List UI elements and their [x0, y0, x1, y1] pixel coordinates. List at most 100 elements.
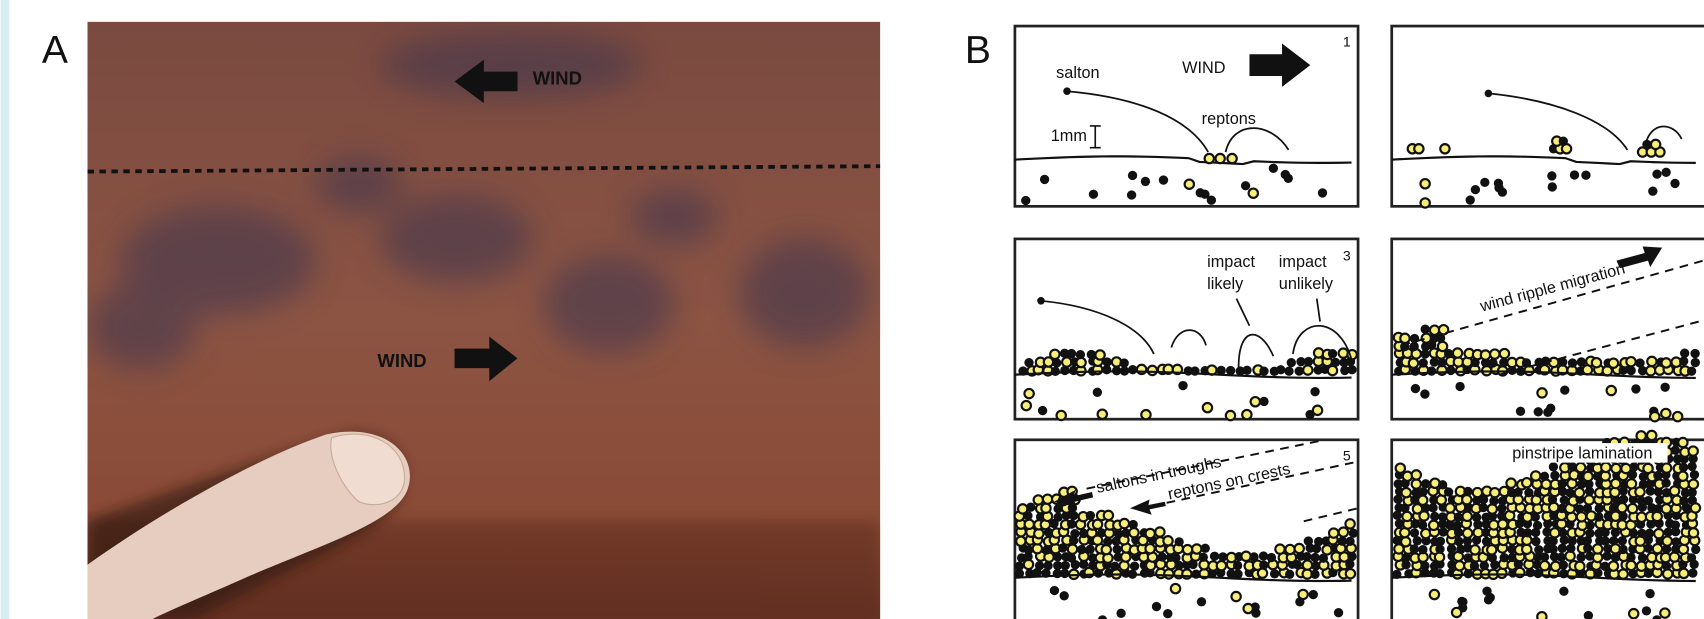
grain	[1436, 537, 1445, 546]
grain	[1038, 406, 1047, 415]
grain	[1679, 569, 1688, 578]
grain	[1522, 478, 1531, 487]
grain	[1626, 561, 1635, 570]
grain	[1635, 358, 1644, 367]
grain	[1585, 521, 1594, 530]
frame-number: 1	[1343, 34, 1351, 50]
grain	[1679, 496, 1688, 505]
grain	[1409, 359, 1418, 368]
grain	[1653, 544, 1662, 553]
label: WIND	[1182, 59, 1225, 77]
grain	[1466, 195, 1475, 204]
grain	[1242, 410, 1251, 419]
grain	[1164, 569, 1173, 578]
grain	[1644, 543, 1653, 552]
grain	[1484, 595, 1493, 604]
grain	[1452, 608, 1461, 617]
grain	[1680, 349, 1689, 358]
grain	[1454, 537, 1463, 546]
grain	[1471, 185, 1480, 194]
grain	[1171, 584, 1180, 593]
grain	[1653, 512, 1662, 521]
grain	[1637, 431, 1646, 440]
grain	[1581, 171, 1590, 180]
grain	[1480, 178, 1489, 187]
grain	[1345, 519, 1354, 528]
grain	[1575, 488, 1584, 497]
grain	[1104, 511, 1113, 520]
grain	[1201, 544, 1210, 553]
grain	[1023, 511, 1032, 520]
grain	[1481, 350, 1490, 359]
grain	[1438, 480, 1447, 489]
grain	[1592, 358, 1601, 367]
grain	[1159, 175, 1168, 184]
grain	[1345, 560, 1354, 569]
grain	[1689, 480, 1698, 489]
grain	[1418, 521, 1427, 530]
grain	[1575, 504, 1584, 513]
grain	[1537, 388, 1546, 397]
grain	[1453, 521, 1462, 530]
grain	[1061, 561, 1070, 570]
label: impact	[1207, 253, 1255, 271]
grain	[1040, 175, 1049, 184]
grain	[1626, 553, 1635, 562]
grain	[1421, 325, 1430, 334]
label: likely	[1207, 275, 1244, 293]
grain	[1129, 520, 1138, 529]
grain	[1057, 411, 1066, 420]
grain	[1644, 496, 1653, 505]
grain	[1309, 590, 1318, 599]
grain	[1233, 561, 1242, 570]
grain	[1652, 169, 1661, 178]
grain	[1618, 545, 1627, 554]
grain	[1269, 164, 1278, 173]
grain	[1500, 553, 1509, 562]
grain	[1601, 536, 1610, 545]
grain	[1293, 560, 1302, 569]
grain	[1455, 561, 1464, 570]
grain	[1662, 463, 1671, 472]
grain	[1534, 407, 1543, 416]
grain	[1077, 545, 1086, 554]
grain	[1303, 365, 1312, 374]
grain	[1619, 495, 1628, 504]
grain	[1549, 358, 1558, 367]
grain	[1174, 537, 1183, 546]
grain	[1670, 179, 1679, 188]
grain	[1691, 358, 1700, 367]
grain	[1648, 187, 1657, 196]
grain	[1089, 190, 1098, 199]
grain	[1585, 495, 1594, 504]
grain	[1197, 597, 1206, 606]
grain	[1041, 504, 1050, 513]
frame	[1392, 26, 1704, 206]
grain	[1339, 348, 1348, 357]
grain	[1583, 472, 1592, 481]
grain	[1339, 527, 1348, 536]
grain	[1550, 528, 1559, 537]
grain	[1192, 544, 1201, 553]
grain	[1661, 478, 1670, 487]
grain	[1687, 367, 1696, 376]
grain	[1618, 569, 1627, 578]
grain	[1418, 487, 1427, 496]
grain	[1163, 609, 1172, 618]
grain	[1345, 537, 1354, 546]
grain	[1650, 412, 1659, 421]
grain	[1679, 357, 1688, 366]
grain	[1444, 487, 1453, 496]
grain	[1304, 357, 1313, 366]
grain	[1331, 358, 1340, 367]
frame-number: 5	[1343, 447, 1351, 463]
grain	[1642, 606, 1651, 615]
grain	[1663, 569, 1672, 578]
grain	[1638, 553, 1647, 562]
grain	[1540, 552, 1549, 561]
grain	[1533, 521, 1542, 530]
grain	[1050, 350, 1059, 359]
grain	[1034, 495, 1043, 504]
grain	[1645, 529, 1654, 538]
grain	[1199, 553, 1208, 562]
